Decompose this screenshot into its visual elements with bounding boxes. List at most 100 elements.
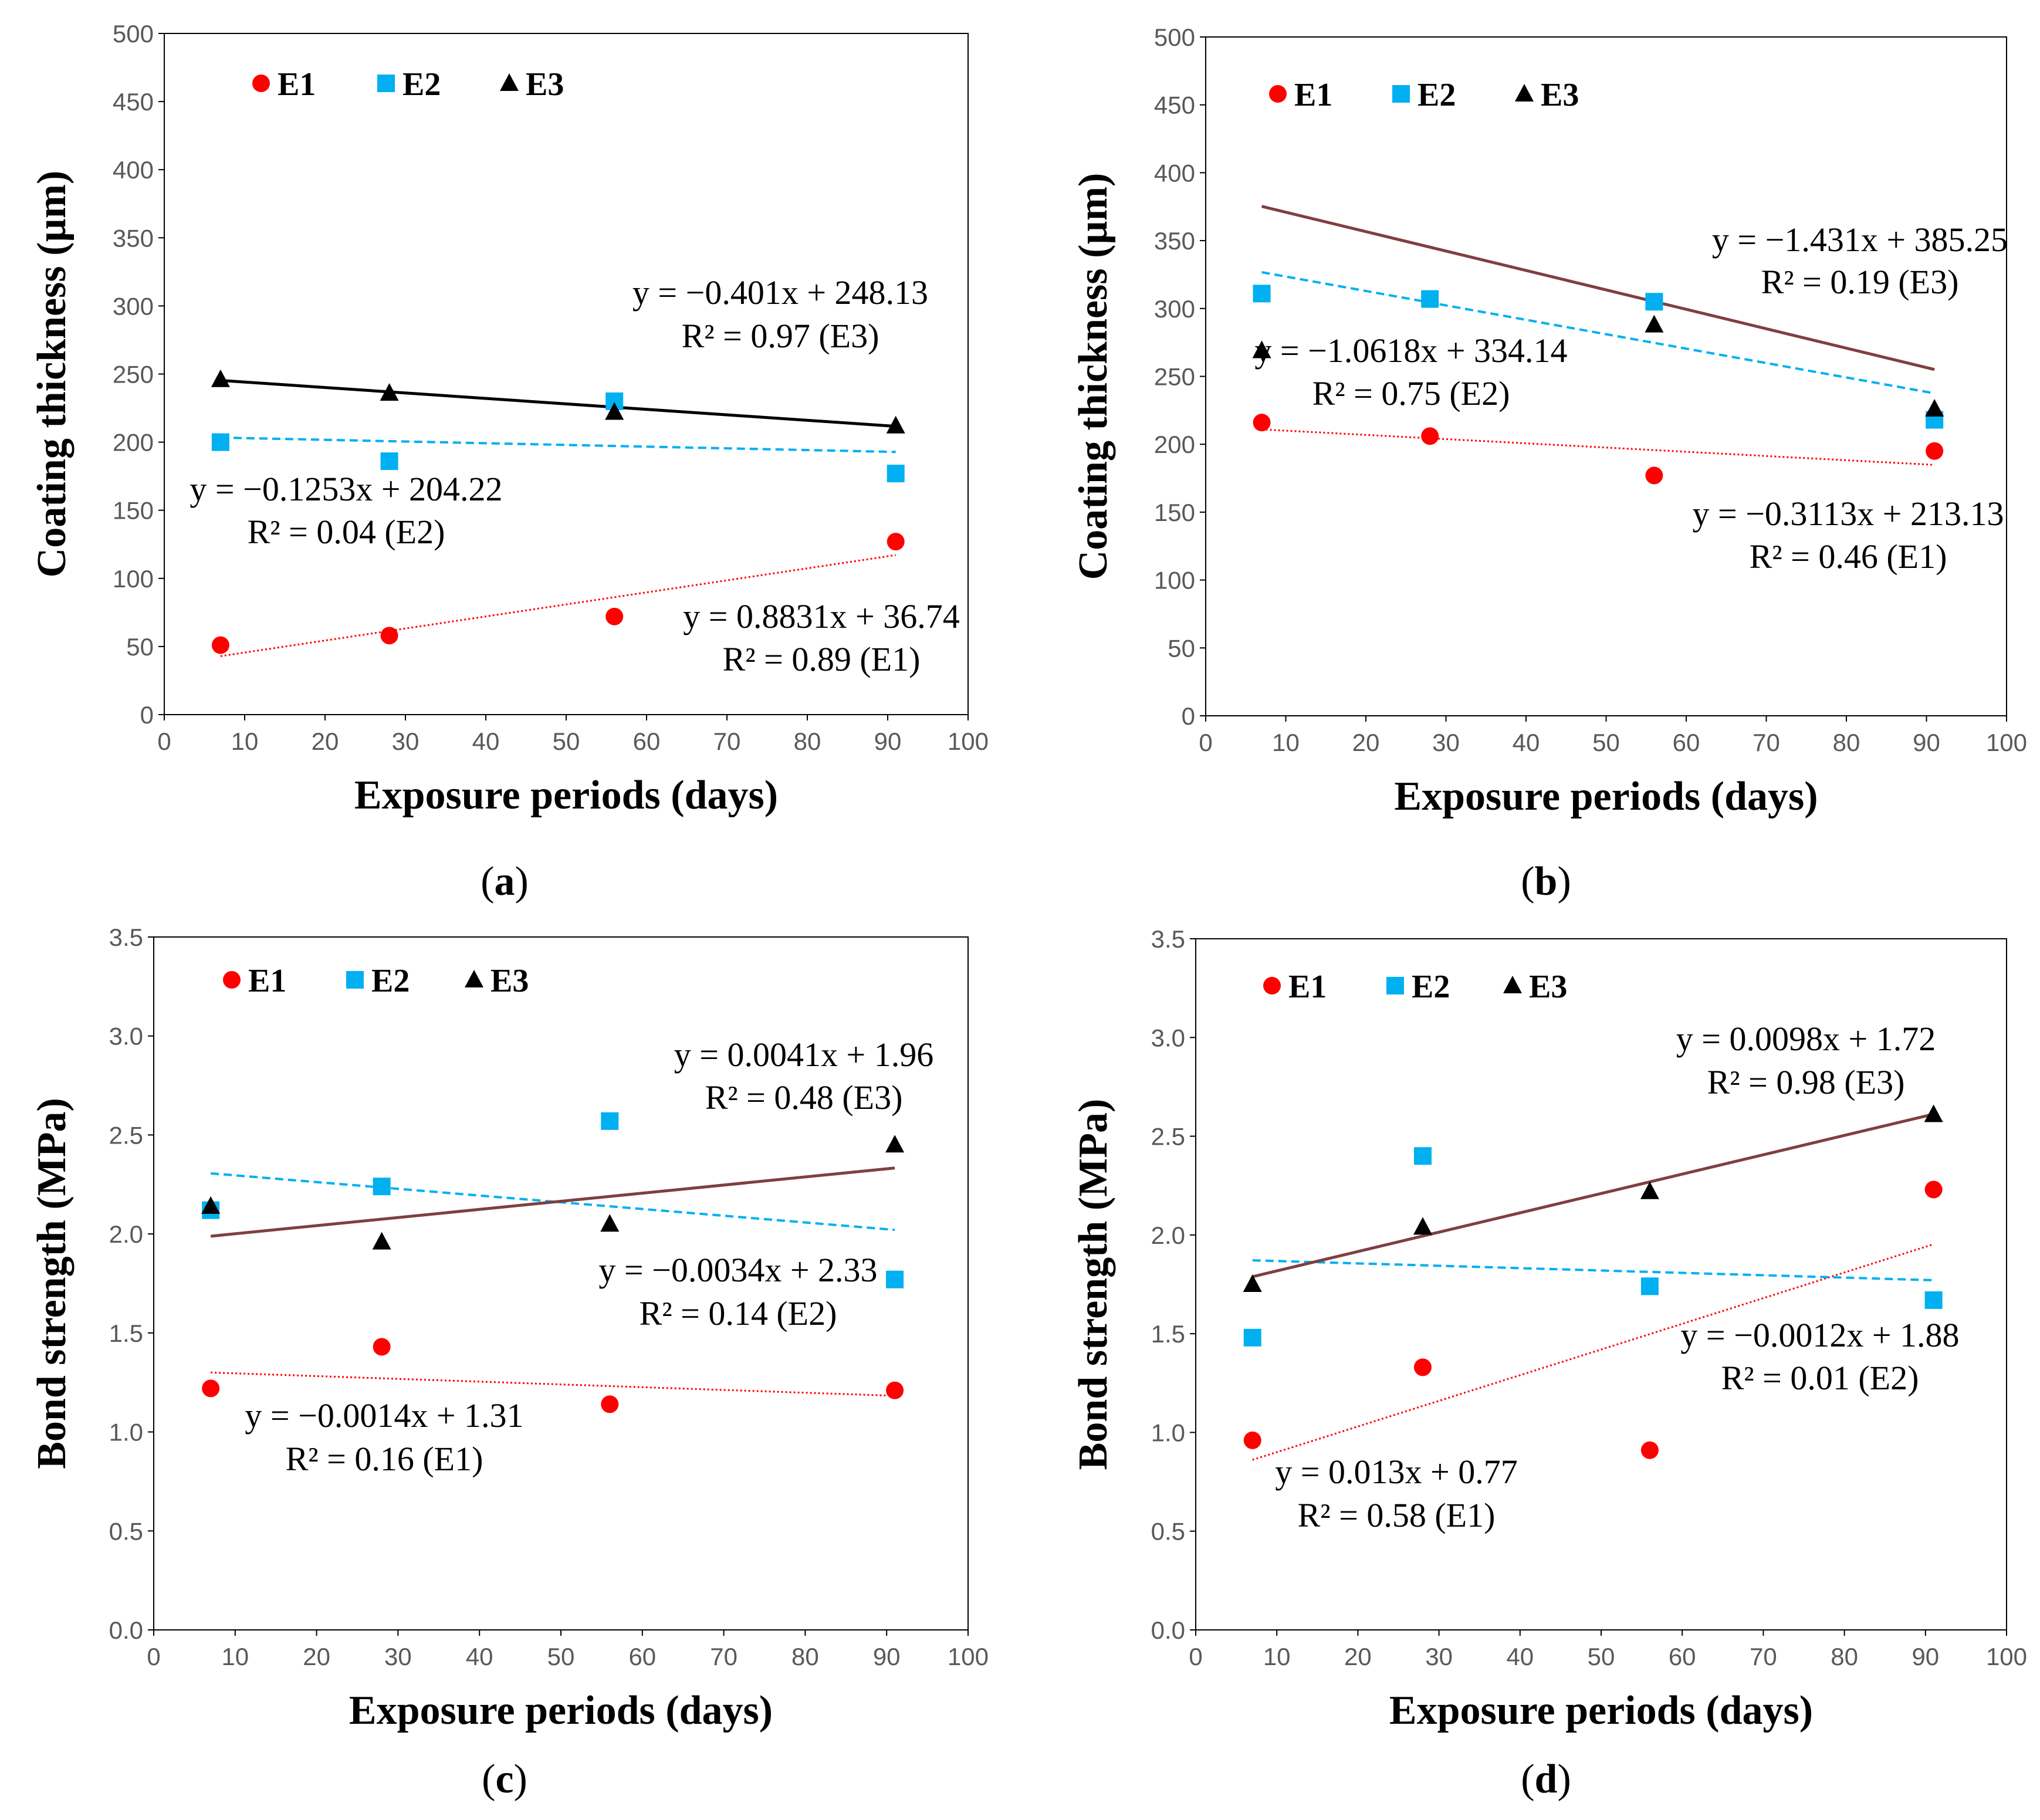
x-tick-label: 40 [472, 728, 500, 755]
trend-r2-e1: R² = 0.58 (E1) [1298, 1496, 1496, 1534]
data-point-e3 [1640, 1181, 1659, 1199]
data-point-e2 [1924, 1291, 1943, 1309]
data-point-e2 [1645, 293, 1663, 311]
trend-equation-e1: y = 0.8831x + 36.74 [683, 597, 959, 635]
x-tick-label: 80 [1831, 1643, 1858, 1670]
legend-label-e1: E1 [1288, 969, 1327, 1005]
x-tick-label: 90 [1912, 1643, 1939, 1670]
x-tick-label: 100 [1986, 729, 2027, 756]
data-point-e1 [1413, 1358, 1432, 1376]
y-tick-label: 150 [113, 497, 154, 525]
y-tick-label: 0.5 [1151, 1518, 1185, 1545]
x-tick-label: 50 [1592, 729, 1620, 756]
legend-marker-e1 [1269, 85, 1287, 103]
x-tick-label: 70 [713, 728, 741, 755]
chart-panel-b: 0 10 20 30 40 50 60 70 80 90 100 0 50 100 150 200 250 300… [1071, 23, 2027, 904]
data-point-e2 [1253, 285, 1271, 303]
x-tick-label: 30 [384, 1643, 412, 1670]
x-tick-label: 40 [466, 1643, 493, 1670]
x-tick-label: 10 [221, 1643, 249, 1670]
x-tick-label: 50 [553, 728, 580, 755]
y-tick-label: 250 [1154, 363, 1195, 391]
y-tick-label: 300 [1154, 295, 1195, 323]
x-tick-label: 80 [791, 1643, 819, 1670]
panel-label: (a) [481, 859, 529, 904]
x-tick-label: 30 [1425, 1643, 1453, 1670]
y-tick-label: 0 [1182, 702, 1195, 730]
chart-panel-c: 0 10 20 30 40 50 60 70 80 90 100 0.0 0.5 1.0 1.5 2.0 2.5… [29, 923, 989, 1802]
panel-label: (d) [1521, 1757, 1571, 1802]
trend-r2-e3: R² = 0.97 (E3) [682, 317, 879, 355]
data-point-e2 [211, 433, 229, 451]
trendline-e1 [220, 554, 896, 657]
data-point-e1 [1253, 414, 1271, 432]
x-tick-label: 80 [794, 728, 821, 755]
legend-marker-e3 [465, 970, 483, 987]
data-point-e2 [373, 1178, 391, 1196]
trend-r2-e2: R² = 0.14 (E2) [640, 1294, 837, 1332]
data-point-e3 [886, 415, 905, 434]
trendline-e3 [1252, 1112, 1934, 1278]
y-tick-label: 400 [1154, 159, 1195, 187]
x-tick-label: 70 [710, 1643, 737, 1670]
y-tick-label: 1.0 [1151, 1419, 1185, 1446]
y-tick-label: 1.5 [1151, 1320, 1185, 1348]
trend-equation-e1: y = 0.013x + 0.77 [1275, 1453, 1517, 1491]
x-tick-label: 0 [147, 1643, 160, 1670]
y-axis-title: Coating thickness (µm) [29, 171, 75, 578]
data-point-e3 [372, 1232, 391, 1250]
x-axis-title: Exposure periods (days) [354, 773, 778, 818]
y-tick-label: 3.0 [109, 1023, 143, 1050]
y-tick-label: 3.5 [109, 923, 143, 951]
x-tick-label: 60 [1673, 729, 1700, 756]
x-tick-label: 0 [1189, 1643, 1202, 1670]
trendline-e1 [1261, 428, 1935, 466]
x-tick-label: 100 [948, 1643, 989, 1670]
x-tick-label: 20 [1352, 729, 1380, 756]
trend-r2-e2: R² = 0.75 (E2) [1312, 374, 1510, 412]
data-point-e1 [1421, 427, 1439, 445]
y-tick-label: 2.5 [1151, 1123, 1185, 1151]
legend-label-e3: E3 [526, 66, 564, 103]
legend-label-e1: E1 [278, 66, 316, 103]
data-point-e1 [1645, 466, 1663, 485]
legend-label-e2: E2 [1417, 77, 1456, 113]
y-tick-label: 450 [113, 88, 154, 116]
data-point-e3 [211, 369, 230, 387]
x-tick-label: 90 [1913, 729, 1940, 756]
y-tick-label: 350 [113, 224, 154, 252]
data-point-e1 [1926, 442, 1944, 460]
x-axis-title: Exposure periods (days) [1394, 774, 1818, 819]
legend-marker-e3 [1503, 976, 1522, 993]
y-tick-label: 2.5 [109, 1121, 143, 1149]
data-point-e2 [1640, 1277, 1659, 1295]
legend-marker-e2 [1386, 977, 1404, 994]
legend-marker-e1 [223, 971, 241, 989]
data-point-e1 [1243, 1431, 1261, 1449]
data-point-e3 [1645, 314, 1664, 333]
x-tick-label: 100 [1986, 1643, 2027, 1670]
y-tick-label: 150 [1154, 499, 1195, 526]
data-point-e2 [1421, 290, 1439, 308]
legend-label-e3: E3 [490, 963, 529, 999]
trendline-e2 [220, 436, 896, 454]
data-point-e2 [1243, 1328, 1261, 1347]
y-axis-title: Bond strength (MPa) [29, 1098, 75, 1469]
trend-equation-e1: y = −0.0014x + 1.31 [245, 1396, 523, 1435]
x-tick-label: 100 [948, 728, 989, 755]
data-point-e1 [887, 533, 905, 551]
trend-r2-e3: R² = 0.98 (E3) [1707, 1063, 1905, 1101]
x-tick-label: 20 [312, 728, 339, 755]
y-tick-label: 3.0 [1151, 1024, 1185, 1051]
data-point-e3 [885, 1135, 905, 1153]
trend-equation-e1: y = −0.3113x + 213.13 [1693, 495, 2004, 533]
x-tick-label: 60 [1669, 1643, 1696, 1670]
x-tick-label: 10 [1263, 1643, 1291, 1670]
data-point-e2 [601, 1112, 619, 1130]
x-tick-label: 30 [392, 728, 419, 755]
y-axis-title: Coating thickness (µm) [1071, 173, 1116, 580]
trend-r2-e1: R² = 0.89 (E1) [723, 640, 921, 678]
data-point-e3 [380, 383, 399, 401]
x-tick-label: 40 [1506, 1643, 1534, 1670]
